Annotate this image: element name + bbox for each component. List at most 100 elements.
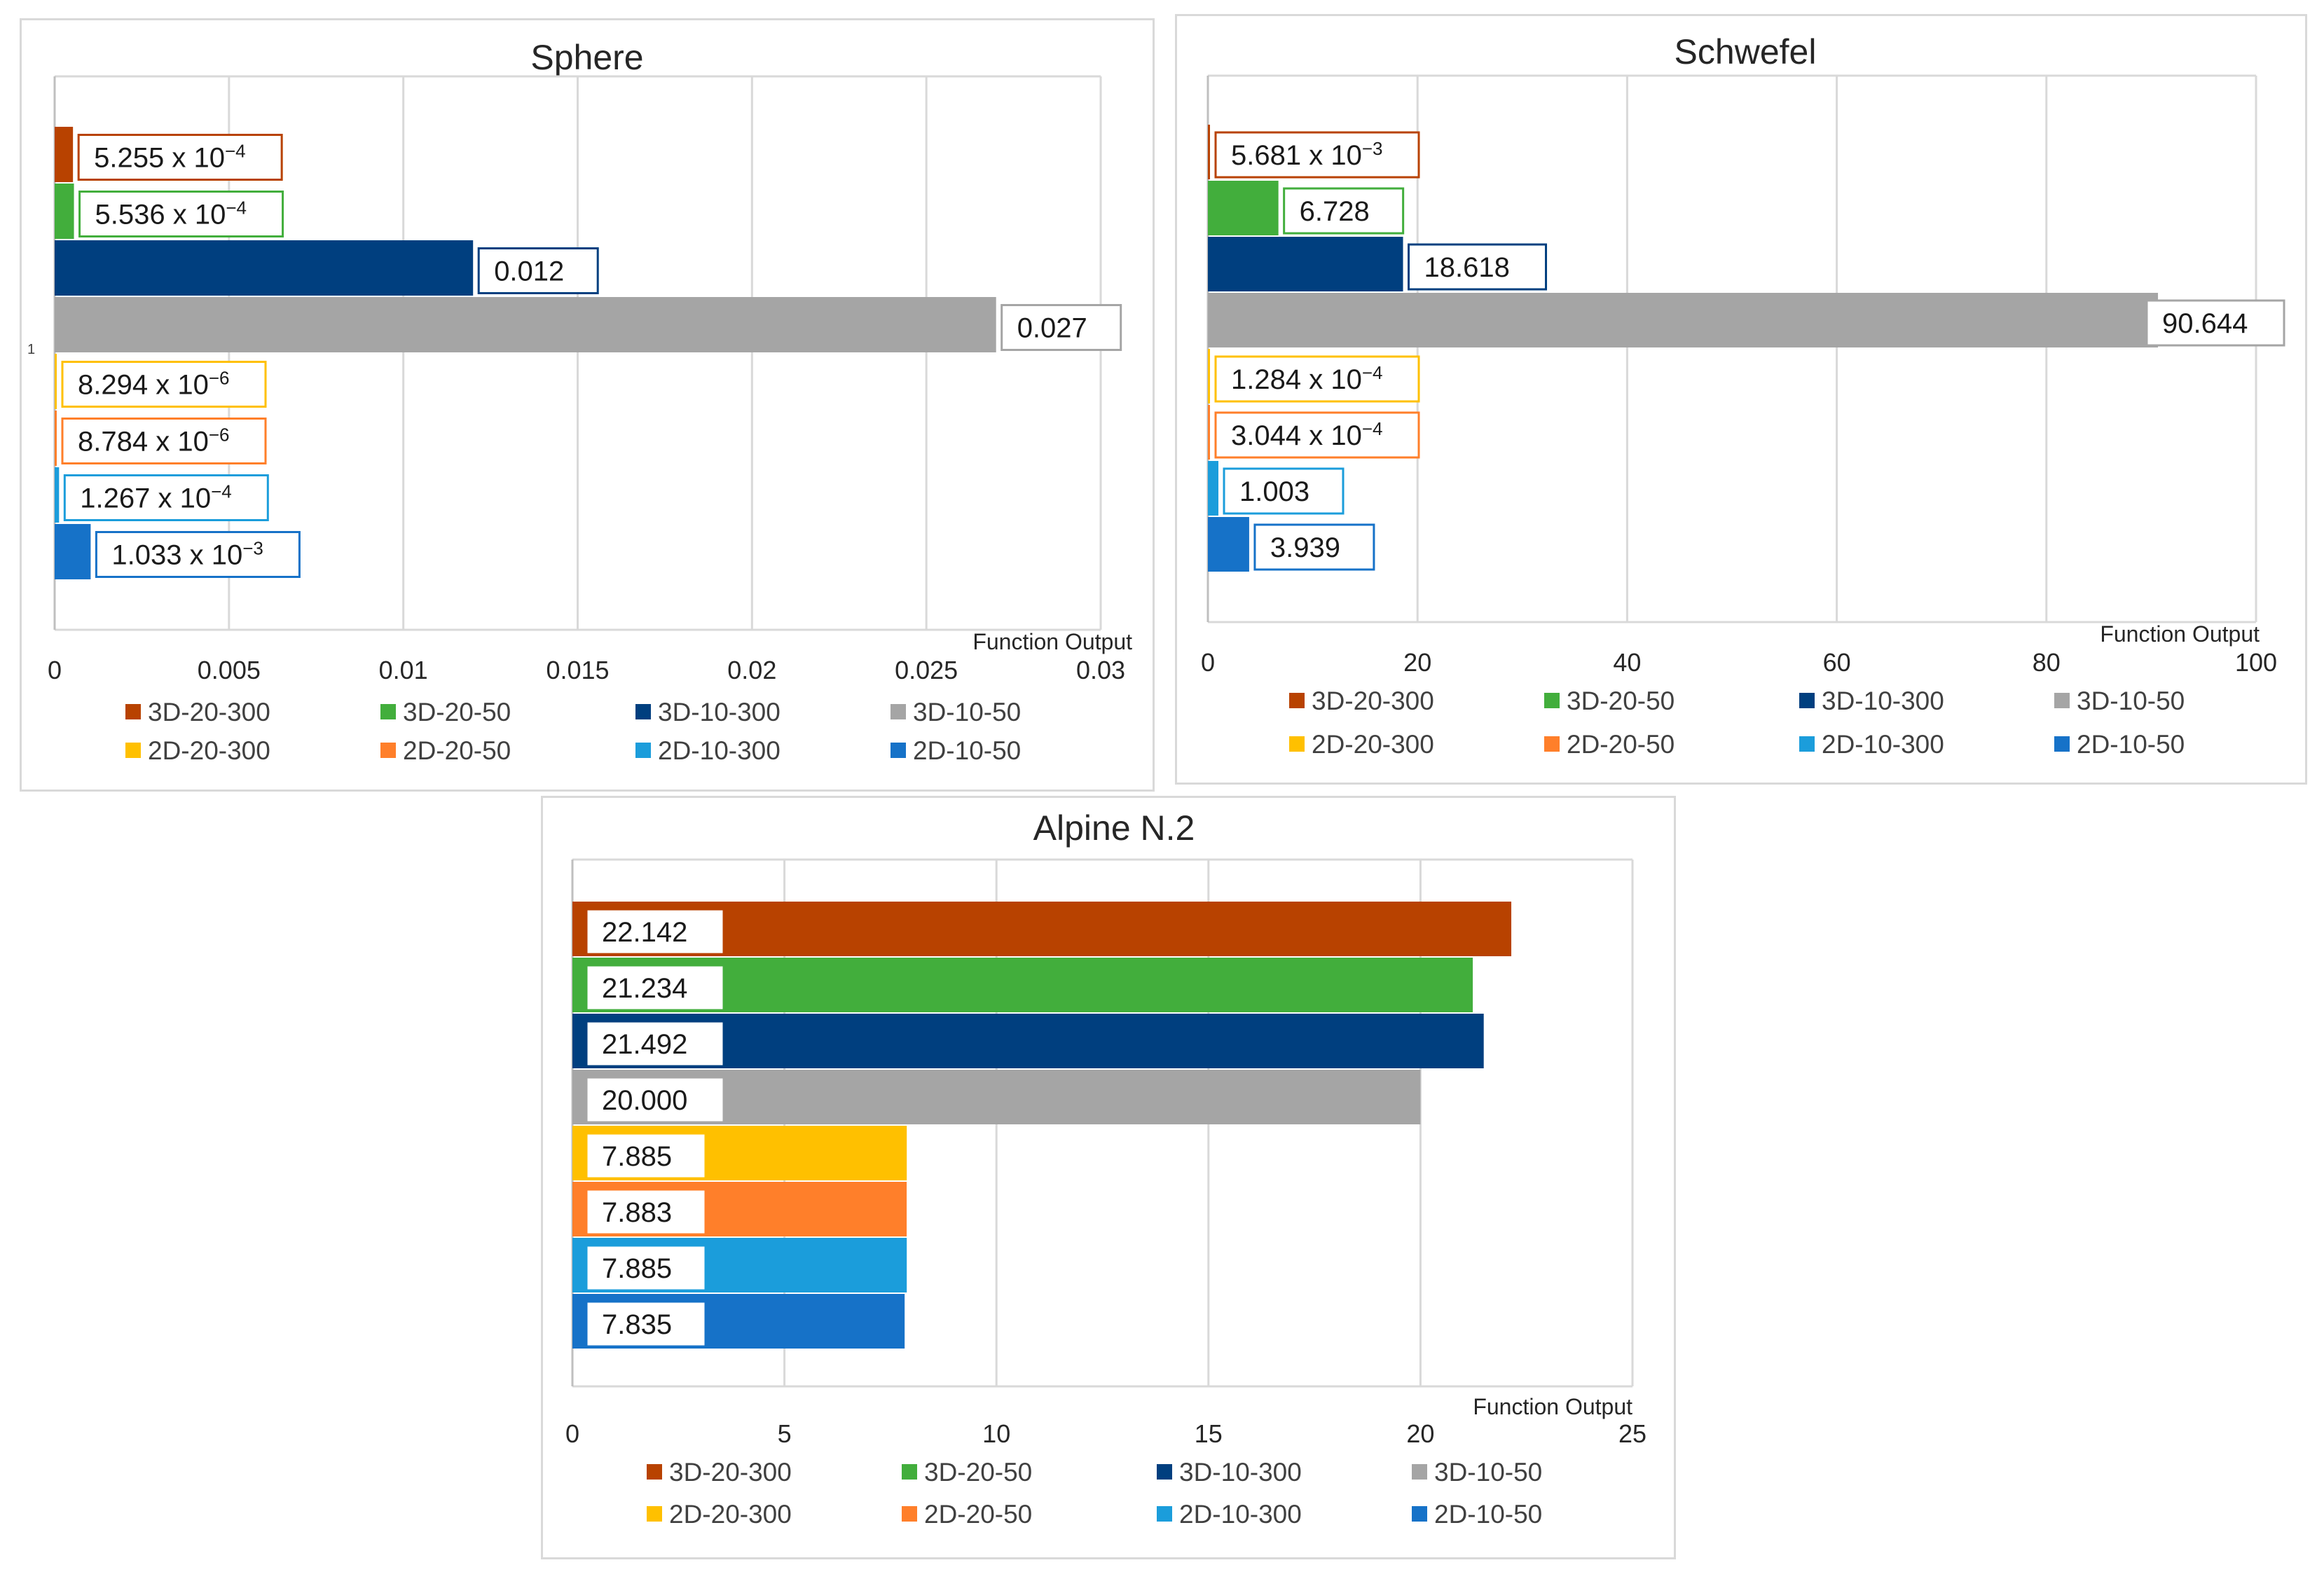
legend-label: 3D-10-50 (2077, 687, 2185, 715)
bar-3d-20-300 (55, 127, 74, 182)
data-label: 3.044 x 10−4 (1231, 418, 1382, 451)
legend-swatch (891, 704, 906, 719)
legend-label: 2D-20-50 (924, 1500, 1032, 1529)
alpine-chart-panel: Alpine N.2 0 5 10 15 20 25 Function Output 22.14… (541, 796, 1676, 1559)
legend-label: 2D-10-300 (1822, 730, 1944, 759)
data-label: 21.492 (602, 1029, 687, 1060)
legend-label: 3D-20-300 (1312, 687, 1434, 715)
legend-swatch (1157, 1464, 1172, 1480)
x-tick-label: 60 (1823, 648, 1851, 677)
x-tick-label: 40 (1613, 648, 1641, 677)
data-label: 1.003 (1239, 476, 1309, 507)
legend-label: 2D-10-300 (658, 736, 781, 765)
schwefel-chart-panel: Schwefel 0 20 40 60 80 100 Function Output 5.681… (1175, 14, 2307, 785)
data-label-box (77, 134, 283, 181)
legend-swatch (1157, 1506, 1172, 1522)
x-tick-label: 0 (48, 656, 62, 684)
legend-swatch (891, 743, 906, 758)
legend-swatch (902, 1464, 917, 1480)
bar-3d-10-50 (1208, 293, 2159, 347)
data-label: 18.618 (1424, 252, 1510, 283)
data-label-box (78, 191, 284, 237)
data-label-box (61, 361, 267, 408)
data-label: 7.883 (602, 1197, 672, 1228)
chart-title: Sphere (530, 38, 643, 77)
x-tick-label: 0 (1201, 648, 1215, 677)
data-label-box (585, 1244, 707, 1292)
data-label-box (585, 1188, 707, 1236)
data-label: 7.835 (602, 1309, 672, 1340)
legend-label: 3D-20-50 (1567, 687, 1675, 715)
data-label-box (585, 1300, 707, 1348)
data-label: 8.294 x 10−6 (78, 368, 229, 401)
legend-swatch (1799, 693, 1815, 708)
legend-label: 2D-20-300 (669, 1500, 792, 1529)
legend-label: 2D-10-50 (913, 736, 1021, 765)
bar-2d-20-50 (1208, 405, 1210, 460)
legend-label: 3D-20-300 (669, 1458, 792, 1487)
legend-swatch (647, 1506, 662, 1522)
x-tick-label: 100 (2235, 648, 2277, 677)
data-label-box (585, 1132, 707, 1180)
bar-3d-20-300 (572, 902, 1512, 956)
data-label-exponent: −6 (209, 425, 230, 446)
data-label-box (585, 1020, 725, 1068)
bar-2d-20-300 (55, 354, 57, 409)
data-label: 20.000 (602, 1085, 687, 1116)
data-label-box (585, 964, 725, 1012)
data-label-box (61, 418, 267, 464)
data-label-exponent: −4 (225, 141, 246, 162)
bar-2d-10-50 (55, 524, 91, 579)
x-tick-label: 80 (2033, 648, 2061, 677)
data-label-box (1223, 467, 1345, 515)
bar-2d-10-50 (1208, 517, 1249, 572)
chart-title: Alpine N.2 (1033, 808, 1195, 848)
bar-3d-20-50 (55, 184, 74, 239)
x-tick-label: 0.025 (895, 656, 958, 684)
bar-3d-20-300 (1208, 125, 1210, 179)
legend-label: 2D-10-50 (2077, 730, 2185, 759)
x-tick-label: 5 (778, 1419, 792, 1448)
data-label: 8.784 x 10−6 (78, 425, 229, 457)
x-tick-label: 20 (1406, 1419, 1434, 1448)
legend-swatch (2054, 693, 2070, 708)
legend-label: 2D-10-300 (1179, 1500, 1302, 1529)
data-label-box (585, 908, 725, 956)
legend-label: 3D-10-50 (1434, 1458, 1542, 1487)
data-label-box (1001, 304, 1122, 351)
x-tick-label: 0.015 (546, 656, 609, 684)
sphere-chart-panel: Sphere 0 0.005 0.01 0.015 0.02 0.025 0.03 Functi… (20, 18, 1155, 792)
bar-3d-20-50 (1208, 181, 1279, 235)
data-label-exponent: −4 (1362, 362, 1383, 383)
legend-swatch (2054, 736, 2070, 752)
x-tick-label: 0.03 (1076, 656, 1125, 684)
sphere-chart: Sphere 0 0.005 0.01 0.015 0.02 0.025 0.03Functi… (27, 38, 1132, 765)
data-label-box (63, 474, 269, 521)
legend-label: 3D-10-300 (658, 698, 781, 726)
data-label: 1.284 x 10−4 (1231, 362, 1382, 395)
data-label-exponent: −4 (1362, 418, 1383, 439)
legend-swatch (1412, 1464, 1427, 1480)
data-label-box (1408, 243, 1548, 291)
legend-swatch (1544, 736, 1560, 752)
bar-2d-10-300 (1208, 461, 1219, 516)
legend-swatch (1412, 1506, 1427, 1522)
data-label: 5.681 x 10−3 (1231, 138, 1382, 171)
data-label-box (2145, 299, 2285, 347)
legend-label: 3D-20-300 (148, 698, 270, 726)
legend-label: 2D-20-50 (1567, 730, 1675, 759)
x-tick-label: 0.01 (379, 656, 428, 684)
bar-3d-10-50 (55, 297, 996, 352)
x-axis-title: Function Output (2100, 621, 2260, 647)
data-label-box (1214, 411, 1420, 459)
data-label: 22.142 (602, 917, 687, 948)
data-label-box (95, 531, 301, 578)
legend-swatch (380, 704, 396, 719)
x-axis-title: Function Output (972, 629, 1132, 654)
data-label-box (1253, 523, 1375, 571)
legend-label: 2D-20-50 (403, 736, 511, 765)
data-label: 6.728 (1300, 196, 1370, 227)
y-category-label: 1 (27, 342, 35, 357)
